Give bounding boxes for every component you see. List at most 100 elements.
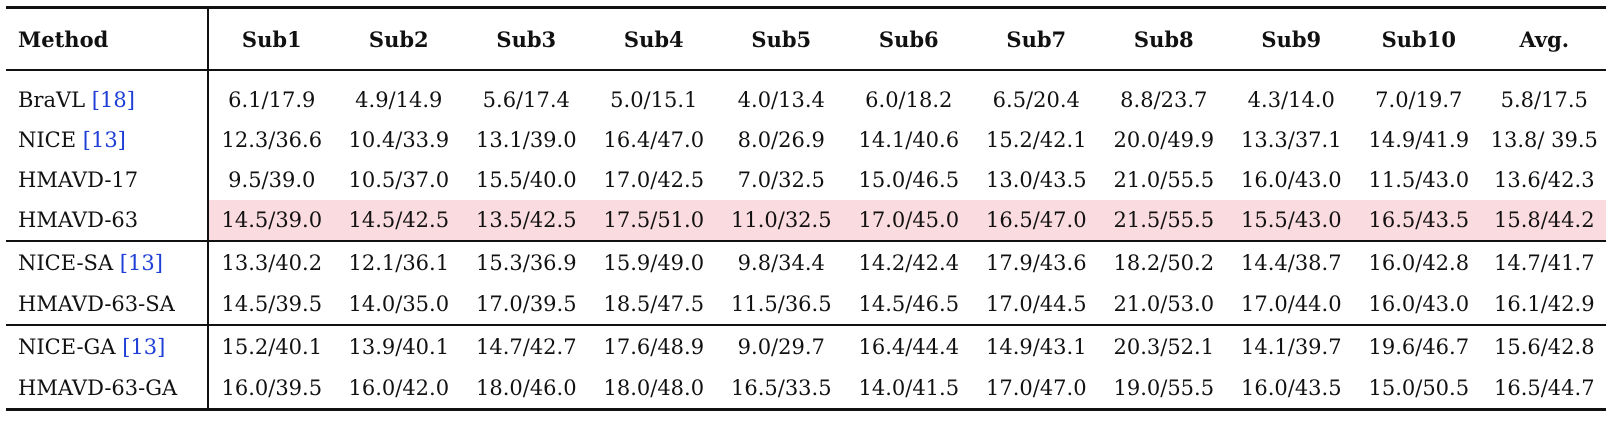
column-header-sub5: Sub5 [717, 6, 846, 71]
table-row: NICE-GA [13] 15.2/40.1 13.9/40.1 14.7/42.7 1… [6, 324, 1606, 367]
column-header-sub8: Sub8 [1100, 6, 1228, 71]
score-cell: 5.6/17.4 [482, 88, 570, 112]
score-cell: 13.0/43.5 [985, 168, 1087, 192]
score-cell: 12.3/36.6 [221, 128, 323, 152]
score-cell: 16.0/39.5 [207, 367, 336, 411]
score-cell: 14.5/39.0 [207, 200, 336, 241]
avg-cell: 13.8/ 39.5 [1490, 128, 1598, 152]
score-cell: 11.0/32.5 [717, 200, 846, 241]
score-cell: 16.0/42.0 [335, 367, 463, 411]
citation-link[interactable]: [13] [122, 334, 166, 359]
spacer-cell [463, 70, 591, 80]
avg-cell: 15.8/44.2 [1482, 200, 1606, 241]
spacer-cell [1355, 70, 1483, 80]
score-cell: 14.2/42.4 [845, 240, 973, 283]
score-cell: 7.0/19.7 [1375, 88, 1463, 112]
score-cell: 15.5/43.0 [1227, 200, 1356, 241]
score-cell: 9.8/34.4 [717, 240, 846, 283]
score-cell: 14.1/40.6 [858, 128, 960, 152]
score-cell: 15.5/40.0 [475, 168, 577, 192]
method-name: HMAVD-63-GA [18, 375, 178, 400]
score-cell: 13.9/40.1 [335, 324, 463, 367]
column-header-sub4: Sub4 [590, 6, 718, 71]
avg-cell: 13.6/42.3 [1493, 168, 1595, 192]
table-row: HMAVD-17 9.5/39.0 10.5/37.0 15.5/40.0 17.0/4… [6, 160, 1606, 200]
score-cell: 8.0/26.9 [737, 128, 825, 152]
method-cell: HMAVD-63 [6, 200, 209, 241]
spacer-row [6, 70, 1606, 80]
score-cell: 17.6/48.9 [590, 324, 718, 367]
score-cell: 9.5/39.0 [228, 168, 316, 192]
table-row: NICE-SA [13] 13.3/40.2 12.1/36.1 15.3/36.9 1… [6, 240, 1606, 283]
spacer-cell [973, 70, 1101, 80]
spacer-cell [208, 70, 336, 80]
method-name: HMAVD-63-SA [18, 291, 175, 316]
method-cell: BraVL [18] [6, 80, 209, 120]
score-cell: 6.0/18.2 [865, 88, 953, 112]
method-cell: HMAVD-17 [6, 160, 209, 200]
method-name: HMAVD-17 [18, 168, 139, 192]
score-cell: 8.8/23.7 [1120, 88, 1208, 112]
score-cell: 16.0/43.5 [1227, 367, 1356, 411]
score-cell: 14.0/35.0 [348, 291, 450, 316]
score-cell: 16.4/44.4 [845, 324, 973, 367]
method-cell: HMAVD-63-SA [6, 283, 209, 325]
column-header-sub7: Sub7 [972, 6, 1101, 71]
method-name: NICE-GA [18, 334, 116, 359]
method-name: NICE [18, 128, 77, 152]
column-header-sub1: Sub1 [207, 6, 336, 71]
score-cell: 18.0/46.0 [462, 367, 591, 411]
avg-cell: 15.6/42.8 [1482, 324, 1606, 367]
spacer-cell [590, 70, 718, 80]
column-header-avg: Avg. [1482, 6, 1606, 71]
score-cell: 15.2/42.1 [985, 128, 1087, 152]
score-cell: 15.2/40.1 [207, 324, 336, 367]
score-cell: 16.0/42.8 [1355, 240, 1483, 283]
score-cell: 19.0/55.5 [1100, 367, 1228, 411]
score-cell: 17.0/47.0 [972, 367, 1101, 411]
score-cell: 16.4/47.0 [603, 128, 705, 152]
table-row: BraVL [18] 6.1/17.9 4.9/14.9 5.6/17.4 5.0/15… [6, 80, 1606, 120]
score-cell: 21.0/55.5 [1113, 168, 1215, 192]
citation-link[interactable]: [13] [119, 250, 163, 275]
score-cell: 7.0/32.5 [737, 168, 825, 192]
score-cell: 5.0/15.1 [610, 88, 698, 112]
method-cell: NICE-SA [13] [6, 240, 209, 283]
score-cell: 14.1/39.7 [1227, 324, 1356, 367]
column-header-method: Method [6, 6, 209, 71]
table-row: HMAVD-63-SA 14.5/39.5 14.0/35.0 17.0/39.5 18… [6, 283, 1606, 325]
score-cell: 13.3/37.1 [1240, 128, 1342, 152]
score-cell: 16.0/43.0 [1240, 168, 1342, 192]
score-cell: 11.5/43.0 [1368, 168, 1470, 192]
score-cell: 6.1/17.9 [228, 88, 316, 112]
score-cell: 4.0/13.4 [737, 88, 825, 112]
score-cell: 18.2/50.2 [1100, 240, 1228, 283]
avg-cell: 16.5/44.7 [1482, 367, 1606, 411]
score-cell: 4.3/14.0 [1247, 88, 1335, 112]
score-cell: 14.4/38.7 [1227, 240, 1356, 283]
citation-link[interactable]: [18] [91, 88, 135, 112]
score-cell: 17.0/42.5 [603, 168, 705, 192]
citation-link[interactable]: [13] [82, 128, 126, 152]
score-cell: 17.0/45.0 [845, 200, 973, 241]
table-body: BraVL [18] 6.1/17.9 4.9/14.9 5.6/17.4 5.0/15… [6, 70, 1606, 411]
column-header-sub3: Sub3 [462, 6, 591, 71]
score-cell: 11.5/36.5 [730, 291, 832, 316]
score-cell: 21.0/53.0 [1113, 291, 1215, 316]
results-table: Method Sub1 Sub2 Sub3 Sub4 Sub5 Sub6 Sub… [6, 6, 1606, 411]
score-cell: 14.9/43.1 [972, 324, 1101, 367]
column-header-sub6: Sub6 [845, 6, 973, 71]
score-cell: 13.5/42.5 [462, 200, 591, 241]
column-header-sub2: Sub2 [335, 6, 463, 71]
score-cell: 6.5/20.4 [992, 88, 1080, 112]
score-cell: 13.1/39.0 [475, 128, 577, 152]
spacer-cell [6, 70, 209, 80]
spacer-cell [718, 70, 846, 80]
score-cell: 14.9/41.9 [1368, 128, 1470, 152]
score-cell: 16.5/43.5 [1355, 200, 1483, 241]
score-cell: 16.5/47.0 [972, 200, 1101, 241]
score-cell: 4.9/14.9 [355, 88, 443, 112]
method-name: BraVL [18, 88, 86, 112]
spacer-cell [1100, 70, 1228, 80]
score-cell: 10.5/37.0 [348, 168, 450, 192]
